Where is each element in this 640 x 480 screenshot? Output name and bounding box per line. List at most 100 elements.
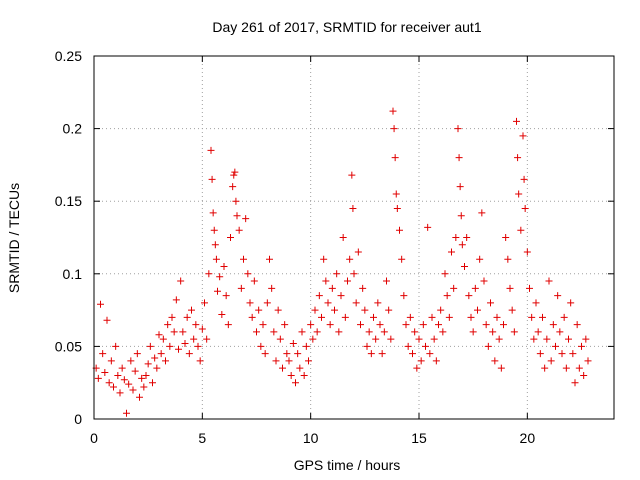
y-tick-label: 0.05: [55, 338, 82, 354]
data-point-plus-marker: [155, 331, 163, 339]
y-tick-label: 0.2: [63, 121, 83, 137]
data-point-plus-marker: [212, 255, 220, 263]
data-point-plus-marker: [266, 255, 273, 263]
data-point-plus-marker: [385, 306, 393, 314]
data-point-plus-marker: [391, 154, 399, 162]
data-point-plus-marker: [560, 313, 568, 321]
data-point-plus-marker: [203, 335, 211, 343]
data-point-plus-marker: [452, 234, 460, 241]
data-point-plus-marker: [417, 357, 425, 365]
data-point-plus-marker: [504, 255, 512, 263]
data-point-plus-marker: [205, 270, 213, 278]
data-point-plus-marker: [478, 209, 486, 217]
data-point-plus-marker: [237, 284, 245, 292]
data-point-plus-marker: [281, 321, 289, 329]
data-point-plus-marker: [229, 183, 237, 191]
data-point-plus-marker: [289, 339, 297, 347]
data-point-plus-marker: [406, 313, 414, 321]
data-point-plus-marker: [133, 350, 141, 358]
data-point-plus-marker: [138, 374, 146, 382]
data-point-plus-marker: [261, 350, 269, 358]
x-axis-label: GPS time / hours: [294, 457, 401, 473]
data-point-plus-marker: [194, 342, 202, 350]
data-point-plus-marker: [298, 328, 306, 336]
data-point-plus-marker: [127, 357, 135, 365]
data-point-plus-marker: [270, 328, 278, 336]
x-tick-label: 15: [411, 430, 427, 446]
data-point-plus-marker: [179, 328, 187, 336]
data-point-plus-marker: [497, 364, 505, 372]
data-point-plus-marker: [389, 107, 397, 115]
data-point-plus-marker: [515, 190, 523, 198]
data-point-plus-marker: [378, 350, 386, 358]
data-point-plus-marker: [578, 342, 585, 350]
data-point-plus-marker: [192, 321, 200, 329]
data-point-plus-marker: [439, 328, 447, 336]
data-point-plus-marker: [465, 292, 473, 300]
data-point-plus-marker: [190, 335, 198, 343]
data-point-plus-marker: [268, 284, 276, 292]
y-axis-label: SRMTID / TECUs: [6, 183, 22, 293]
data-points: [92, 107, 592, 417]
data-point-plus-marker: [528, 313, 536, 321]
data-point-plus-marker: [437, 306, 445, 314]
data-point-plus-marker: [398, 255, 406, 263]
data-point-plus-marker: [218, 310, 226, 318]
data-point-plus-marker: [565, 335, 572, 343]
data-point-plus-marker: [318, 313, 325, 321]
data-point-plus-marker: [346, 255, 354, 263]
data-point-plus-marker: [94, 374, 102, 382]
data-point-plus-marker: [302, 342, 310, 350]
x-tick-label: 10: [303, 430, 319, 446]
data-point-plus-marker: [554, 292, 562, 300]
data-point-plus-marker: [469, 328, 477, 336]
data-point-plus-marker: [240, 255, 247, 263]
data-point-plus-marker: [424, 223, 432, 231]
data-point-plus-marker: [582, 335, 590, 343]
data-point-plus-marker: [159, 335, 167, 343]
data-point-plus-marker: [153, 364, 161, 372]
data-point-plus-marker: [487, 299, 494, 307]
data-point-plus-marker: [129, 386, 137, 394]
data-point-plus-marker: [326, 321, 334, 329]
data-point-plus-marker: [333, 270, 341, 278]
data-point-plus-marker: [543, 335, 551, 343]
data-point-plus-marker: [526, 284, 533, 292]
data-point-plus-marker: [257, 342, 265, 350]
y-tick-label: 0.1: [63, 266, 83, 282]
data-point-plus-marker: [232, 197, 240, 205]
data-point-plus-marker: [363, 342, 371, 350]
data-point-plus-marker: [409, 350, 416, 358]
data-point-plus-marker: [500, 321, 507, 329]
data-point-plus-marker: [116, 389, 124, 397]
data-point-plus-marker: [210, 226, 218, 234]
data-point-plus-marker: [530, 335, 538, 343]
data-point-plus-marker: [235, 226, 243, 234]
data-point-plus-marker: [539, 313, 546, 321]
data-point-plus-marker: [227, 234, 234, 241]
data-point-plus-marker: [110, 383, 117, 391]
data-point-plus-marker: [242, 215, 250, 223]
data-point-plus-marker: [279, 364, 286, 372]
data-point-plus-marker: [315, 292, 323, 300]
data-point-plus-marker: [432, 357, 440, 365]
data-point-plus-marker: [573, 321, 581, 329]
data-point-plus-marker: [248, 313, 256, 321]
data-point-plus-marker: [562, 364, 570, 372]
data-point-plus-marker: [392, 190, 400, 198]
data-point-plus-marker: [354, 248, 362, 256]
data-point-plus-marker: [357, 321, 364, 329]
data-point-plus-marker: [390, 125, 398, 133]
data-point-plus-marker: [296, 364, 304, 372]
data-point-plus-marker: [536, 350, 544, 358]
data-point-plus-marker: [211, 241, 219, 249]
data-point-plus-marker: [514, 154, 522, 162]
data-point-plus-marker: [181, 339, 189, 347]
data-point-plus-marker: [307, 321, 315, 329]
data-point-plus-marker: [484, 342, 492, 350]
data-point-plus-marker: [216, 273, 224, 281]
data-point-plus-marker: [547, 357, 555, 365]
data-point-plus-marker: [140, 383, 148, 391]
x-tick-label: 5: [198, 430, 206, 446]
